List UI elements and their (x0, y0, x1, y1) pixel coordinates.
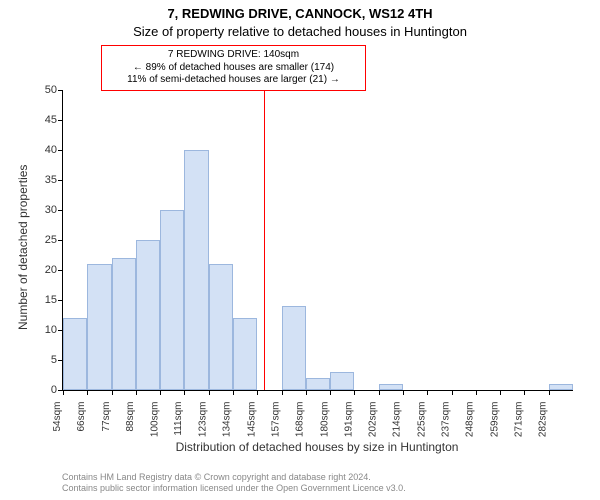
x-tick (452, 390, 453, 395)
x-tick (282, 390, 283, 395)
callout-box: 7 REDWING DRIVE: 140sqm← 89% of detached… (101, 45, 366, 91)
x-tick (63, 390, 64, 395)
x-tick (306, 390, 307, 395)
x-tick-label: 248sqm (465, 396, 476, 438)
y-tick-label: 30 (45, 204, 63, 216)
histogram-bar (209, 264, 233, 390)
x-tick-label: 54sqm (52, 396, 63, 432)
x-tick (427, 390, 428, 395)
x-tick-label: 237sqm (441, 396, 452, 438)
y-tick-label: 45 (45, 114, 63, 126)
x-tick (476, 390, 477, 395)
footer-line-1: Contains HM Land Registry data © Crown c… (62, 472, 406, 483)
histogram-plot: 0510152025303540455054sqm66sqm77sqm88sqm… (62, 90, 573, 391)
x-axis-label: Distribution of detached houses by size … (62, 440, 572, 454)
x-tick (524, 390, 525, 395)
y-axis-label: Number of detached properties (16, 165, 30, 330)
x-tick-label: 225sqm (416, 396, 427, 438)
reference-line (264, 90, 265, 390)
histogram-bar (549, 384, 573, 390)
x-tick-label: 100sqm (149, 396, 160, 438)
y-tick-label: 15 (45, 294, 63, 306)
y-tick-label: 0 (51, 384, 63, 396)
callout-line: ← 89% of detached houses are smaller (17… (108, 62, 359, 75)
y-tick-label: 5 (51, 354, 63, 366)
x-tick (184, 390, 185, 395)
x-tick (209, 390, 210, 395)
histogram-bar (112, 258, 136, 390)
y-tick-label: 35 (45, 174, 63, 186)
x-tick (354, 390, 355, 395)
chart-title-subtitle: Size of property relative to detached ho… (0, 24, 600, 39)
x-tick (257, 390, 258, 395)
histogram-bar (330, 372, 354, 390)
footer-line-2: Contains public sector information licen… (62, 483, 406, 494)
x-tick (160, 390, 161, 395)
x-tick-label: 282sqm (538, 396, 549, 438)
x-tick (403, 390, 404, 395)
y-tick-label: 25 (45, 234, 63, 246)
x-tick (549, 390, 550, 395)
x-tick-label: 123sqm (198, 396, 209, 438)
y-tick-label: 50 (45, 84, 63, 96)
histogram-bar (87, 264, 111, 390)
x-tick (87, 390, 88, 395)
histogram-bar (379, 384, 403, 390)
x-tick (500, 390, 501, 395)
y-tick-label: 20 (45, 264, 63, 276)
histogram-bar (136, 240, 160, 390)
y-tick-label: 10 (45, 324, 63, 336)
x-tick-label: 66sqm (76, 396, 87, 432)
histogram-bar (282, 306, 306, 390)
histogram-bar (306, 378, 330, 390)
x-tick-label: 134sqm (222, 396, 233, 438)
histogram-bar (160, 210, 184, 390)
x-tick-label: 180sqm (319, 396, 330, 438)
x-tick-label: 111sqm (173, 396, 184, 436)
histogram-bar (63, 318, 87, 390)
x-tick (233, 390, 234, 395)
callout-line: 11% of semi-detached houses are larger (… (108, 74, 359, 87)
x-tick-label: 88sqm (125, 396, 136, 432)
chart-title-address: 7, REDWING DRIVE, CANNOCK, WS12 4TH (0, 6, 600, 21)
x-tick-label: 259sqm (489, 396, 500, 438)
x-tick-label: 202sqm (368, 396, 379, 438)
histogram-bar (184, 150, 208, 390)
callout-line: 7 REDWING DRIVE: 140sqm (108, 49, 359, 62)
x-tick-label: 145sqm (246, 396, 257, 438)
y-tick-label: 40 (45, 144, 63, 156)
x-tick (136, 390, 137, 395)
x-tick (379, 390, 380, 395)
histogram-bar (233, 318, 257, 390)
x-tick-label: 214sqm (392, 396, 403, 438)
x-tick-label: 191sqm (343, 396, 354, 438)
x-tick-label: 271sqm (513, 396, 524, 438)
x-tick-label: 168sqm (295, 396, 306, 438)
x-tick-label: 157sqm (271, 396, 282, 438)
x-tick (330, 390, 331, 395)
x-tick-label: 77sqm (101, 396, 112, 432)
x-tick (112, 390, 113, 395)
footer-attribution: Contains HM Land Registry data © Crown c… (62, 472, 406, 495)
